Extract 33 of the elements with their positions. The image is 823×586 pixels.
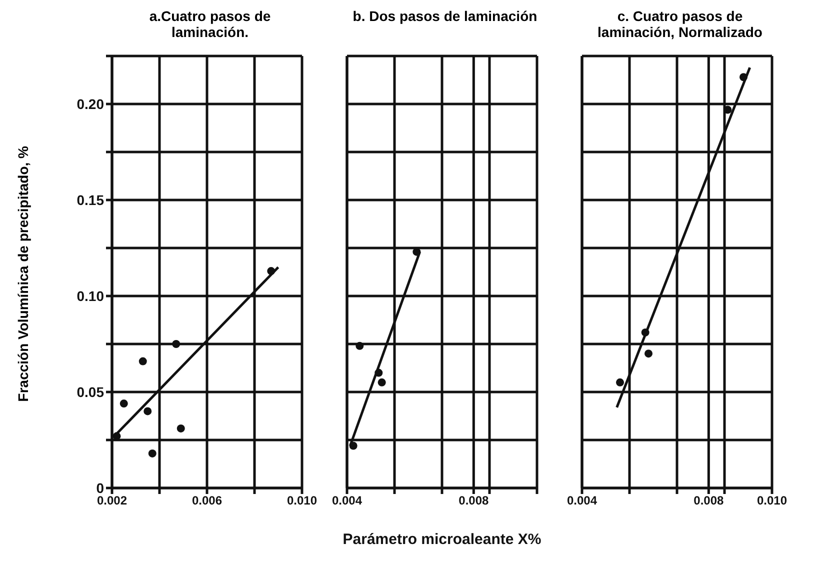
point [616,378,624,386]
chart-title: a.Cuatro pasos de laminación. [148,8,272,42]
point [120,400,128,408]
x-tick-label: 0.002 [96,494,128,508]
x-tick-label: 0.010 [286,494,318,508]
point [644,350,652,358]
point [148,449,156,458]
point [144,407,152,416]
point [641,328,650,336]
y-tick-label: 0.15 [76,192,104,208]
x-tick-label: 0.004 [566,494,598,508]
point [740,73,748,82]
point [267,267,276,276]
point [172,340,180,348]
chart-title: c. Cuatro pasos de laminación, Normalizado [596,8,764,42]
y-tick-label: 0.05 [76,384,104,400]
x-tick-label: 0.004 [332,494,362,508]
x-tick-label: 0.006 [192,494,222,508]
chart-title: b. Dos pasos de laminación [352,8,538,26]
y-tick-label: 0.20 [76,96,104,112]
point [349,442,358,450]
point [138,357,147,366]
x-axis-title: Parámetro microaleante X% [342,531,542,548]
point [176,424,185,432]
x-tick-label: 0.010 [756,494,788,508]
point [356,342,364,350]
y-tick-label: 0 [96,480,104,496]
x-tick-label: 0.008 [458,494,490,508]
y-axis-title: Fracción Volumínica de precipitado, % [15,146,31,402]
point [374,368,383,377]
point [378,378,386,386]
x-tick-label: 0.008 [694,494,724,508]
y-tick-label: 0.10 [76,288,104,304]
